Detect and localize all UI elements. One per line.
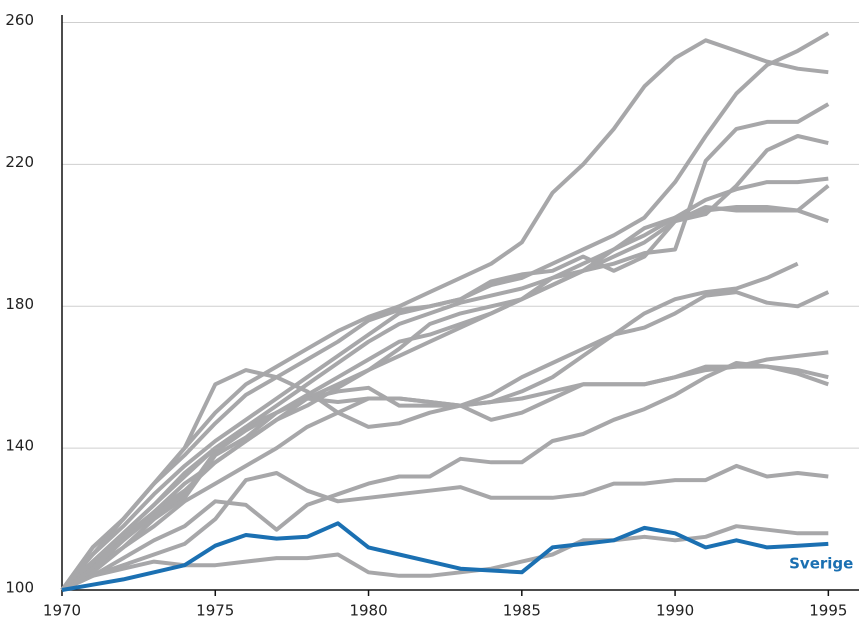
x-tick-label: 1995 [809, 602, 847, 620]
y-tick-label: 260 [5, 11, 34, 29]
x-tick-label: 1985 [503, 602, 541, 620]
x-tick-label: 1975 [196, 602, 234, 620]
y-tick-label: 140 [5, 437, 34, 455]
y-tick-label: 100 [5, 579, 34, 597]
series-line [60, 38, 829, 592]
series-line [60, 205, 829, 592]
x-tick-label: 1990 [656, 602, 694, 620]
series-line [61, 524, 829, 592]
series-line [60, 261, 799, 592]
y-tick-label: 220 [5, 153, 34, 171]
series-line [60, 176, 829, 592]
series-line [61, 521, 829, 592]
series-label: Sverige [789, 554, 853, 572]
series-line [60, 134, 829, 592]
series-line [61, 350, 829, 592]
series-line [60, 364, 829, 592]
series-line [60, 102, 830, 592]
x-tick-label: 1970 [43, 602, 81, 620]
y-tick-label: 180 [5, 295, 34, 313]
series-line [61, 463, 829, 592]
x-tick-label: 1980 [349, 602, 387, 620]
series-line [61, 361, 829, 592]
